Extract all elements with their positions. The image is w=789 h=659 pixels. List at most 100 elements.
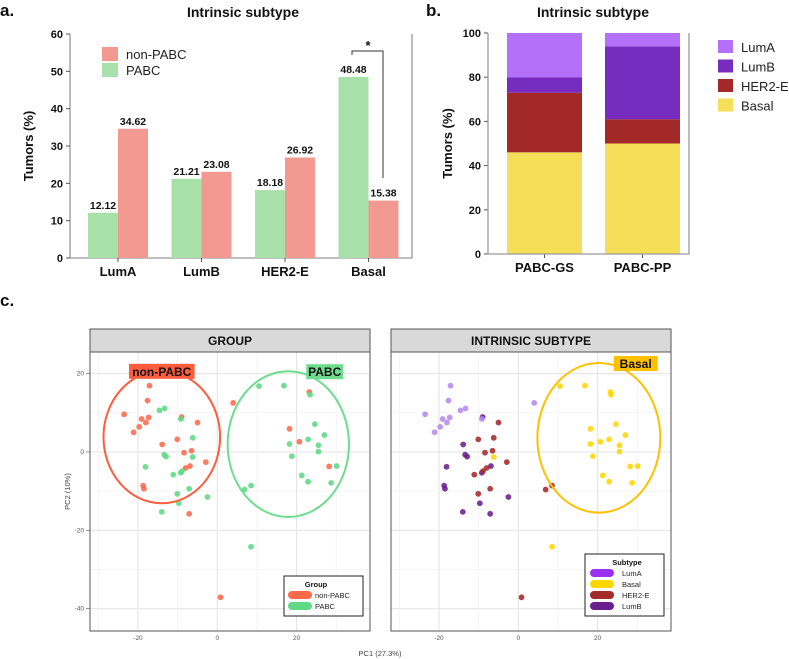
point-PABC bbox=[305, 436, 312, 443]
point-LumB bbox=[460, 441, 467, 448]
point-PABC bbox=[170, 471, 177, 478]
point-PABC bbox=[321, 432, 328, 438]
legend-label: HER2-E bbox=[622, 591, 650, 600]
y-tick-label: 80 bbox=[469, 72, 481, 84]
point-LumA bbox=[437, 423, 444, 430]
point-non-PABC bbox=[326, 463, 333, 470]
point-LumA bbox=[422, 411, 429, 418]
facet-strip bbox=[89, 328, 371, 353]
point-non-PABC bbox=[141, 485, 147, 492]
point-PABC bbox=[286, 441, 293, 447]
point-HER2-E bbox=[475, 436, 482, 443]
point-Basal bbox=[587, 425, 594, 432]
point-Basal bbox=[627, 463, 634, 470]
point-PABC bbox=[305, 478, 312, 485]
point-non-PABC bbox=[159, 441, 166, 448]
ellipse-label-box bbox=[306, 364, 344, 380]
point-Basal bbox=[608, 391, 615, 398]
y-tick-label: 10 bbox=[51, 216, 63, 228]
point-HER2-E bbox=[482, 449, 488, 456]
point-PABC bbox=[142, 463, 149, 470]
point-Basal bbox=[634, 463, 641, 469]
point-HER2-E bbox=[503, 459, 510, 466]
point-non-PABC bbox=[174, 436, 181, 443]
point-Basal bbox=[629, 479, 636, 486]
point-Basal bbox=[490, 454, 497, 460]
point-HER2-E bbox=[480, 468, 486, 475]
x-tick-label: 20 bbox=[594, 635, 602, 642]
facet-subtype: -20 0 20 Basal INTRINSIC SUBTYPE Subtype LumA B… bbox=[390, 328, 672, 642]
point-Basal bbox=[582, 382, 588, 389]
x-tick-label: LumB bbox=[183, 264, 220, 279]
y-axis-label: PC2 (10%) bbox=[63, 473, 72, 510]
data-label: 34.62 bbox=[120, 116, 146, 128]
ellipse-label: non-PABC bbox=[132, 365, 191, 379]
point-non-PABC bbox=[194, 419, 201, 426]
point-Basal bbox=[599, 472, 606, 479]
point-PABC bbox=[288, 453, 295, 460]
legend-label: PABC bbox=[126, 63, 160, 78]
stacked-segment-Basal-PABC-GS bbox=[507, 152, 582, 254]
chart-title: Intrinsic subtype bbox=[187, 4, 299, 20]
x-tick-label: Basal bbox=[351, 264, 386, 279]
point-PABC bbox=[307, 391, 314, 398]
point-LumA bbox=[457, 407, 464, 414]
point-LumA bbox=[447, 382, 454, 389]
point-PABC bbox=[248, 482, 254, 489]
legend-swatch bbox=[718, 79, 733, 92]
stacked-segment-Basal-PABC-PP bbox=[605, 143, 680, 254]
ellipse-label-box bbox=[613, 355, 658, 371]
point-HER2-E bbox=[471, 471, 478, 478]
x-tick-label: 0 bbox=[516, 635, 520, 642]
bar-PABC-LumB bbox=[171, 178, 202, 258]
point-non-PABC bbox=[202, 459, 209, 466]
legend-swatch bbox=[102, 63, 118, 77]
point-Basal bbox=[606, 436, 613, 443]
legend-label: Basal bbox=[741, 99, 774, 114]
point-non-PABC bbox=[188, 447, 195, 454]
y-tick-label: -40 bbox=[75, 606, 85, 613]
chart-c: -20 0 20 non-PABC PABC GROUP Group non-PABC PABC… bbox=[63, 328, 672, 658]
point-LumB bbox=[488, 463, 494, 469]
y-tick-label: 0 bbox=[57, 253, 63, 265]
point-LumB bbox=[505, 494, 512, 500]
facet-title: INTRINSIC SUBTYPE bbox=[471, 334, 591, 348]
stacked-segment-HER2-E-PABC-GS bbox=[507, 92, 582, 153]
point-non-PABC bbox=[186, 510, 193, 517]
point-LumB bbox=[464, 453, 471, 460]
point-LumA bbox=[531, 400, 538, 406]
x-tick-label: -20 bbox=[434, 635, 444, 642]
legend-label: non-PABC bbox=[126, 47, 186, 62]
point-LumA bbox=[478, 416, 485, 422]
ellipse-label: PABC bbox=[308, 365, 341, 379]
point-Basal bbox=[549, 543, 555, 550]
point-Basal bbox=[622, 432, 629, 438]
legend-swatch bbox=[718, 98, 733, 112]
stacked-segment-LumA-PABC-GS bbox=[507, 33, 582, 78]
point-PABC bbox=[189, 434, 196, 441]
facet-title: GROUP bbox=[208, 334, 252, 348]
y-tick-label: -20 bbox=[75, 527, 85, 534]
y-tick-label: 100 bbox=[463, 28, 481, 40]
point-LumB bbox=[487, 510, 494, 517]
point-non-PABC bbox=[296, 438, 303, 445]
point-HER2-E bbox=[518, 594, 525, 601]
point-LumA bbox=[444, 419, 450, 426]
point-HER2-E bbox=[495, 419, 502, 426]
stacked-segment-LumA-PABC-PP bbox=[605, 33, 680, 47]
point-LumB bbox=[476, 500, 483, 507]
bar-non-PABC-LumB bbox=[201, 171, 232, 258]
y-tick-label: 60 bbox=[51, 29, 63, 41]
point-PABC bbox=[315, 448, 322, 455]
point-LumA bbox=[445, 397, 452, 404]
point-non-PABC bbox=[130, 429, 137, 436]
stacked-segment-LumB-PABC-GS bbox=[507, 77, 582, 93]
point-PABC bbox=[158, 508, 165, 515]
point-Basal bbox=[616, 448, 623, 455]
bar-non-PABC-HER2-E bbox=[285, 157, 315, 258]
point-LumA bbox=[446, 414, 453, 421]
point-non-PABC bbox=[217, 594, 224, 601]
y-tick-label: 20 bbox=[51, 178, 63, 190]
data-label: 15.38 bbox=[370, 188, 396, 200]
